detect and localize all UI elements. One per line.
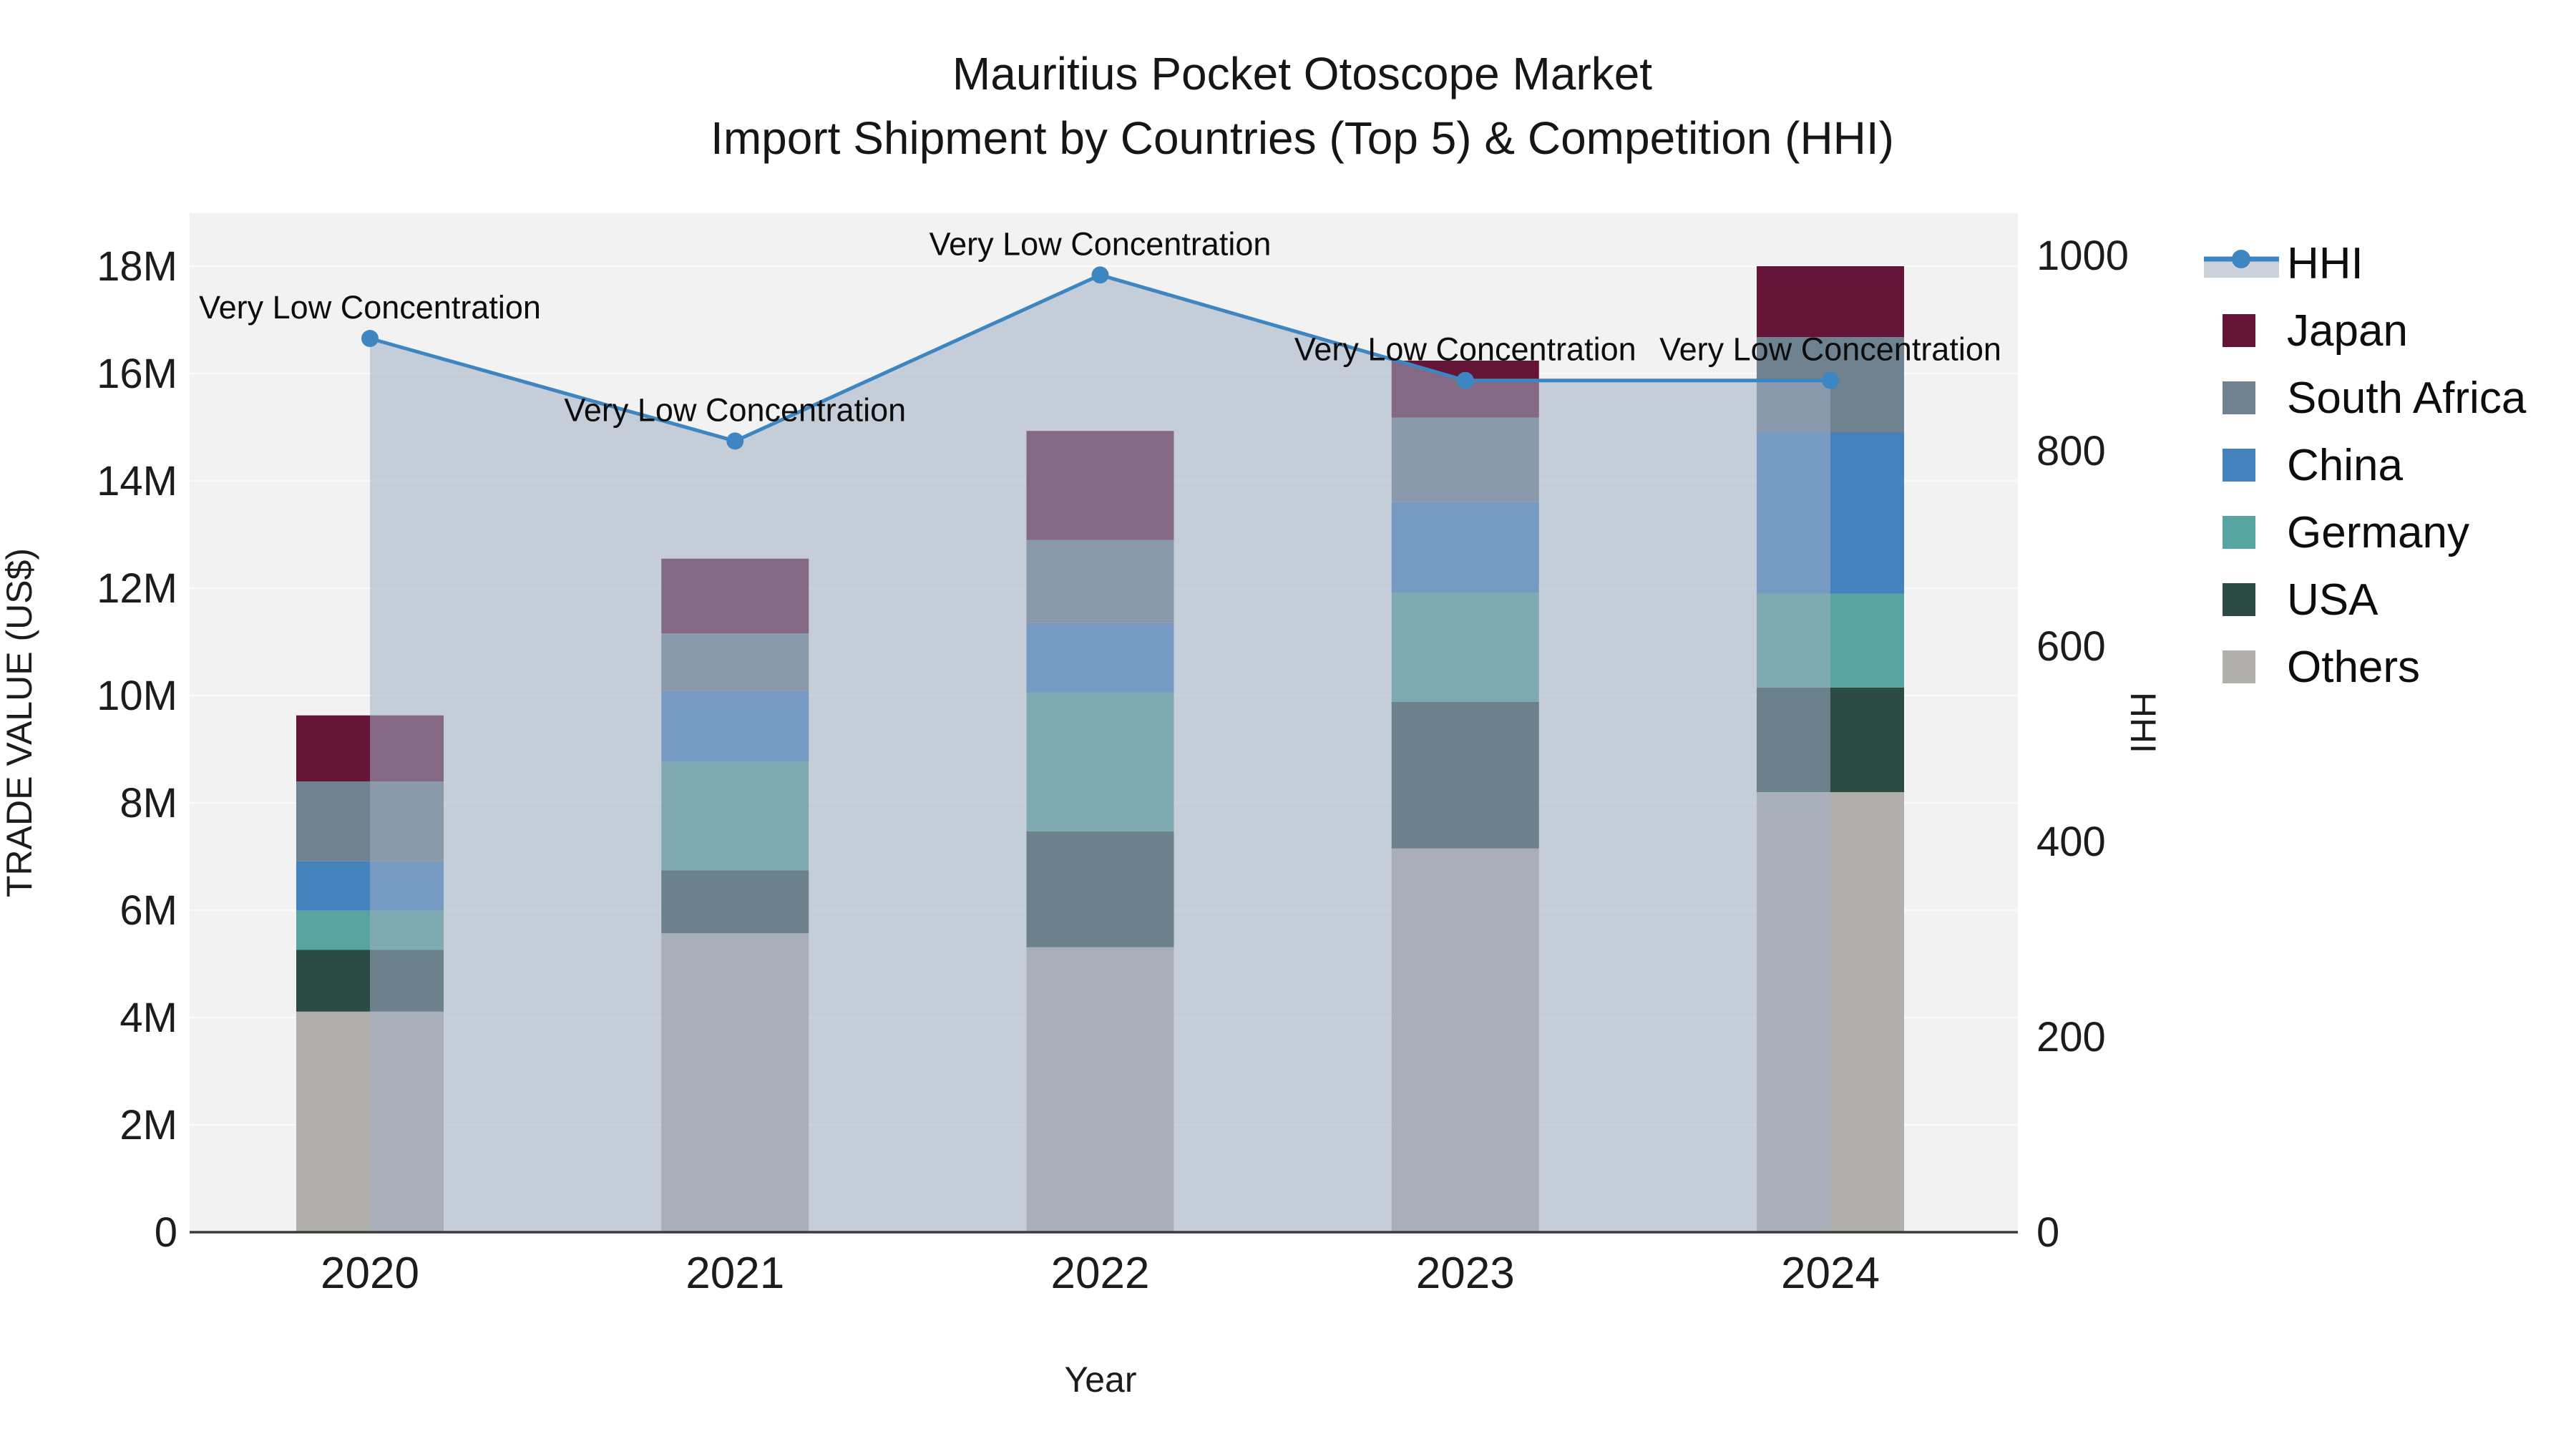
y-axis-right-ticks: 0 200 400 600 800 1000 bbox=[2036, 233, 2129, 1256]
legend: HHI Japan South Africa China Germany USA Other… bbox=[2204, 239, 2527, 692]
y-left-tick-6M: 6M bbox=[119, 887, 177, 934]
y-left-tick-16M: 16M bbox=[97, 351, 177, 397]
legend-label-south-africa: South Africa bbox=[2287, 374, 2527, 423]
y-right-tick-600: 600 bbox=[2036, 623, 2106, 670]
hhi-annotation-2024: Very Low Concentration bbox=[1659, 331, 2001, 368]
x-axis-title: Year bbox=[1064, 1360, 1136, 1400]
y-right-tick-0: 0 bbox=[2036, 1209, 2059, 1256]
hhi-annotation-2022: Very Low Concentration bbox=[930, 225, 1272, 262]
y-right-tick-200: 200 bbox=[2036, 1014, 2106, 1060]
legend-swatch-usa bbox=[2223, 583, 2255, 616]
y-left-tick-8M: 8M bbox=[119, 780, 177, 826]
hhi-annotation-2021: Very Low Concentration bbox=[564, 391, 906, 428]
legend-item-others: Others bbox=[2223, 643, 2420, 692]
legend-label-germany: Germany bbox=[2287, 508, 2469, 557]
y-axis-left-ticks: 0 2M 4M 6M 8M 10M 12M 14M 16M 18M bbox=[97, 243, 177, 1256]
x-tick-2021: 2021 bbox=[686, 1249, 784, 1298]
legend-item-usa: USA bbox=[2223, 575, 2379, 625]
hhi-marker-2022 bbox=[1091, 266, 1109, 284]
legend-label-hhi: HHI bbox=[2287, 239, 2363, 288]
legend-label-others: Others bbox=[2287, 643, 2420, 692]
hhi-marker-2024 bbox=[1822, 371, 1839, 389]
legend-item-germany: Germany bbox=[2223, 508, 2469, 557]
y-left-tick-0: 0 bbox=[155, 1209, 177, 1256]
legend-item-china: China bbox=[2223, 441, 2404, 490]
y-axis-right-title: HHI bbox=[2123, 692, 2163, 753]
y-right-tick-1000: 1000 bbox=[2036, 233, 2129, 279]
y-right-tick-800: 800 bbox=[2036, 428, 2106, 474]
legend-label-japan: Japan bbox=[2287, 306, 2408, 356]
hhi-marker-2023 bbox=[1456, 371, 1474, 389]
legend-item-hhi: HHI bbox=[2204, 239, 2363, 288]
legend-swatch-south-africa bbox=[2223, 381, 2255, 414]
bar-segment-japan-2024 bbox=[1757, 266, 1904, 337]
y-left-tick-12M: 12M bbox=[97, 565, 177, 612]
legend-label-china: China bbox=[2287, 441, 2404, 490]
hhi-line-series bbox=[361, 266, 1839, 450]
legend-hhi-marker-sample bbox=[2232, 250, 2250, 268]
hhi-annotation-2020: Very Low Concentration bbox=[199, 289, 541, 326]
legend-swatch-others bbox=[2223, 650, 2255, 683]
x-tick-2022: 2022 bbox=[1051, 1249, 1150, 1298]
chart-title-line1: Mauritius Pocket Otoscope Market bbox=[952, 48, 1652, 99]
hhi-marker-2021 bbox=[726, 432, 744, 450]
legend-item-japan: Japan bbox=[2223, 306, 2408, 356]
legend-swatch-germany bbox=[2223, 516, 2255, 549]
x-tick-2024: 2024 bbox=[1781, 1249, 1880, 1298]
y-left-tick-18M: 18M bbox=[97, 243, 177, 290]
x-tick-2020: 2020 bbox=[321, 1249, 419, 1298]
chart-title-line2: Import Shipment by Countries (Top 5) & C… bbox=[711, 112, 1894, 164]
hhi-annotations: Very Low Concentration Very Low Concentra… bbox=[199, 225, 2001, 428]
legend-item-south-africa: South Africa bbox=[2223, 374, 2527, 423]
y-left-tick-10M: 10M bbox=[97, 673, 177, 719]
chart-title: Mauritius Pocket Otoscope Market Import … bbox=[711, 48, 1894, 164]
y-right-tick-400: 400 bbox=[2036, 819, 2106, 865]
y-left-tick-14M: 14M bbox=[97, 458, 177, 504]
x-axis-ticks: 2020 2021 2022 2023 2024 bbox=[321, 1249, 1880, 1298]
hhi-marker-2020 bbox=[361, 330, 379, 348]
y-left-tick-2M: 2M bbox=[119, 1102, 177, 1148]
x-tick-2023: 2023 bbox=[1416, 1249, 1515, 1298]
hhi-area-fill bbox=[370, 275, 1830, 1232]
legend-swatch-china bbox=[2223, 449, 2255, 482]
y-axis-left-title: TRADE VALUE (US$) bbox=[0, 548, 39, 897]
y-left-tick-4M: 4M bbox=[119, 995, 177, 1041]
legend-swatch-japan bbox=[2223, 314, 2255, 347]
hhi-annotation-2023: Very Low Concentration bbox=[1294, 331, 1636, 368]
legend-label-usa: USA bbox=[2287, 575, 2379, 625]
